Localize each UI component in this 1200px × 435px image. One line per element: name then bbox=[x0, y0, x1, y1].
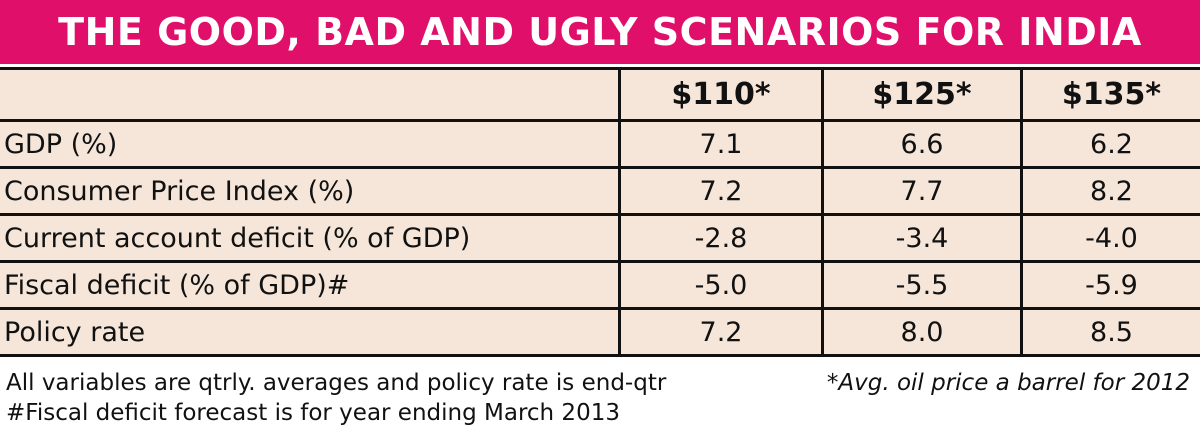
row-label: Consumer Price Index (%) bbox=[0, 169, 621, 213]
table-cell: -5.9 bbox=[1085, 269, 1138, 301]
row-label: Current account deficit (% of GDP) bbox=[0, 216, 621, 260]
table-cell: 6.2 bbox=[1090, 128, 1133, 160]
title-bar: THE GOOD, BAD AND UGLY SCENARIOS FOR IND… bbox=[0, 0, 1200, 64]
note-line: #Fiscal deficit forecast is for year end… bbox=[6, 400, 620, 426]
table-row: Policy rate 7.2 8.0 8.5 bbox=[0, 310, 1200, 357]
row-label: Policy rate bbox=[0, 310, 621, 354]
table-cell: 8.0 bbox=[824, 310, 1023, 354]
table-cell: 7.1 bbox=[621, 122, 824, 166]
table-row: Current account deficit (% of GDP) -2.8 … bbox=[0, 216, 1200, 263]
row-label: Fiscal deficit (% of GDP)# bbox=[0, 263, 621, 307]
table-cell: 7.2 bbox=[621, 310, 824, 354]
table-header-row: $110* $125* $135* bbox=[0, 70, 1200, 122]
table-cell: 7.7 bbox=[824, 169, 1023, 213]
table-cell: -2.8 bbox=[621, 216, 824, 260]
table-cell: -5.0 bbox=[621, 263, 824, 307]
row-label: GDP (%) bbox=[0, 122, 621, 166]
column-header: $110* bbox=[621, 70, 824, 119]
table-row: Consumer Price Index (%) 7.2 7.7 8.2 bbox=[0, 169, 1200, 216]
data-table: $110* $125* $135* GDP (%) 7.1 6.6 6.2 Co… bbox=[0, 67, 1200, 357]
table-cell: 8.5 bbox=[1090, 316, 1133, 348]
table-cell: -4.0 bbox=[1085, 222, 1138, 254]
table-cell: -3.4 bbox=[824, 216, 1023, 260]
note-line: All variables are qtrly. averages and po… bbox=[6, 370, 667, 396]
table-row: GDP (%) 7.1 6.6 6.2 bbox=[0, 122, 1200, 169]
table-cell: 7.2 bbox=[621, 169, 824, 213]
notes-left: All variables are qtrly. averages and po… bbox=[6, 368, 666, 428]
column-header: $125* bbox=[824, 70, 1023, 119]
chart-title: THE GOOD, BAD AND UGLY SCENARIOS FOR IND… bbox=[58, 10, 1142, 54]
table-cell: -5.5 bbox=[824, 263, 1023, 307]
table-row: Fiscal deficit (% of GDP)# -5.0 -5.5 -5.… bbox=[0, 263, 1200, 310]
table-cell: 6.6 bbox=[824, 122, 1023, 166]
column-header: $135* bbox=[1061, 77, 1162, 112]
footnote: *Avg. oil price a barrel for 2012 bbox=[826, 370, 1190, 396]
header-empty-cell bbox=[0, 70, 621, 119]
table-cell: 8.2 bbox=[1090, 175, 1133, 207]
